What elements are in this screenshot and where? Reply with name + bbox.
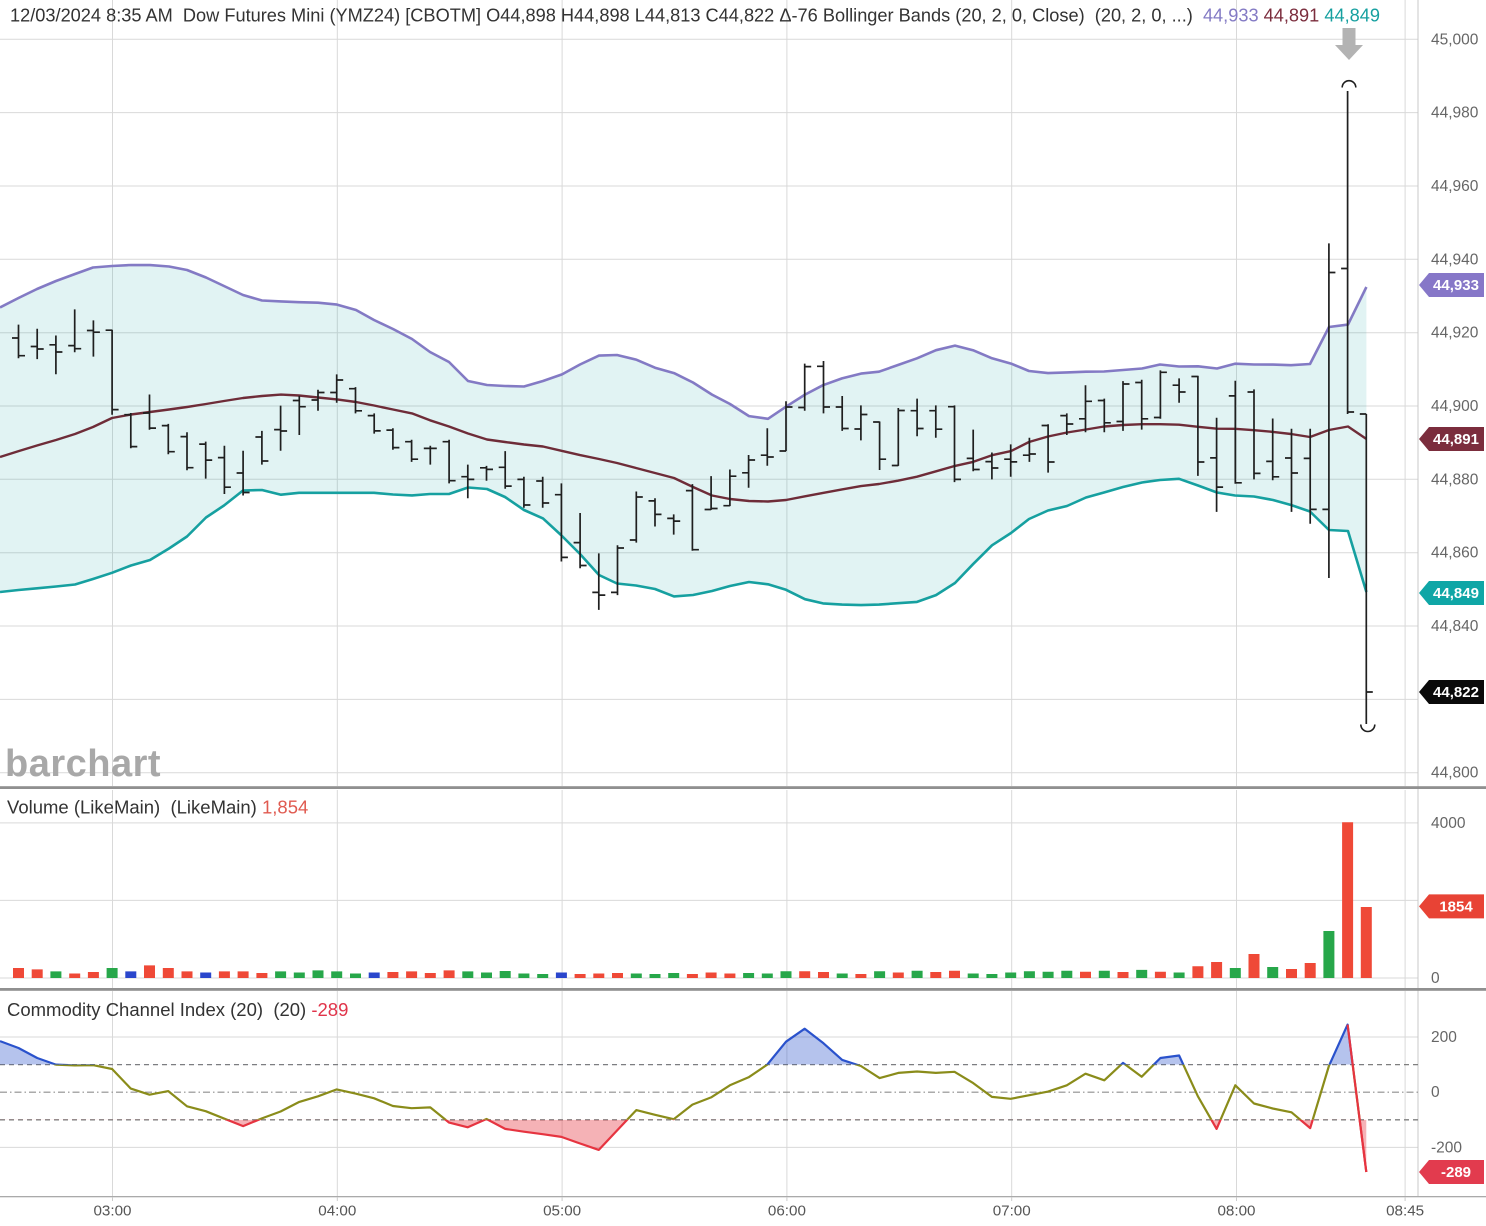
svg-text:08:00: 08:00 <box>1217 1203 1255 1220</box>
svg-text:0: 0 <box>1431 970 1440 987</box>
svg-text:44,822: 44,822 <box>1433 684 1479 701</box>
svg-text:06:00: 06:00 <box>768 1203 806 1220</box>
svg-text:05:00: 05:00 <box>543 1203 581 1220</box>
svg-text:44,920: 44,920 <box>1431 325 1479 342</box>
svg-text:44,840: 44,840 <box>1431 618 1479 635</box>
svg-text:44,849: 44,849 <box>1433 585 1479 602</box>
svg-text:44,933: 44,933 <box>1433 277 1479 294</box>
svg-text:12/03/2024 8:35 AM Dow Future: 12/03/2024 8:35 AM Dow Futures Mini (YMZ… <box>10 6 1380 26</box>
svg-text:Volume (LikeMain) (LikeMain): Volume (LikeMain) (LikeMain) 1,854 <box>7 797 308 818</box>
svg-text:07:00: 07:00 <box>993 1203 1031 1220</box>
svg-text:08:45: 08:45 <box>1386 1203 1424 1220</box>
svg-text:4000: 4000 <box>1431 815 1466 832</box>
svg-text:44,800: 44,800 <box>1431 765 1479 782</box>
svg-text:barchart: barchart <box>5 743 161 785</box>
svg-text:44,880: 44,880 <box>1431 471 1479 488</box>
svg-text:Commodity Channel Index (20): Commodity Channel Index (20) (20) -289 <box>7 999 348 1020</box>
svg-text:1854: 1854 <box>1439 898 1473 915</box>
svg-text:-289: -289 <box>1441 1164 1471 1181</box>
svg-text:44,900: 44,900 <box>1431 398 1479 415</box>
svg-text:44,940: 44,940 <box>1431 251 1479 268</box>
svg-text:04:00: 04:00 <box>318 1203 356 1220</box>
svg-text:0: 0 <box>1431 1084 1440 1101</box>
svg-text:44,891: 44,891 <box>1433 431 1479 448</box>
svg-text:45,000: 45,000 <box>1431 31 1479 48</box>
svg-text:-200: -200 <box>1431 1139 1462 1156</box>
svg-text:200: 200 <box>1431 1029 1457 1046</box>
svg-text:44,980: 44,980 <box>1431 105 1479 122</box>
svg-text:03:00: 03:00 <box>93 1203 131 1220</box>
svg-text:44,860: 44,860 <box>1431 545 1479 562</box>
svg-text:44,960: 44,960 <box>1431 178 1479 195</box>
